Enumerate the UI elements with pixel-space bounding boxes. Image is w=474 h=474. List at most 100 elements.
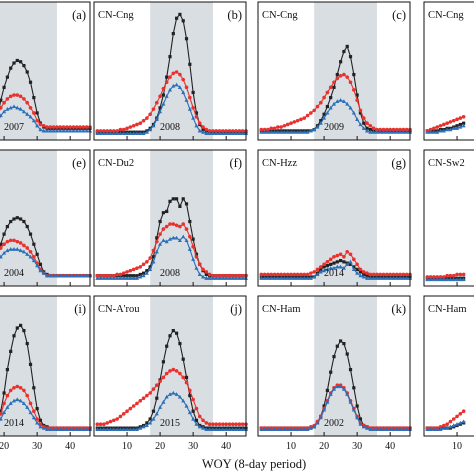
series-blue-point [315,272,320,277]
x-tick-label: 10 [122,441,132,452]
series-blue-point [265,129,270,134]
series-black-point [35,407,39,411]
series-blue-line [0,105,90,132]
series-red-point [18,241,23,245]
series-red-point [194,254,199,259]
series-blue-point [12,247,16,251]
series-red-point [442,423,446,428]
series-red-point [151,107,156,111]
series-red-point [378,272,383,277]
series-blue-line [97,84,246,134]
series-blue-point [68,128,73,133]
series-red-point [237,273,242,278]
series-blue-point [125,131,130,136]
series-black-point [322,404,326,408]
series-black-point [155,396,159,400]
series-blue-point [121,427,126,431]
series-red-point [302,272,307,277]
series-blue-point [74,128,79,133]
series-blue-point [2,410,7,415]
series-blue-point [445,277,450,282]
series-black-point [155,236,159,240]
series-blue-point [181,398,186,403]
series-red-point [145,116,149,120]
series-black-point [178,342,182,346]
series-blue-point [374,427,379,431]
series-red-point [289,272,293,277]
panel-7: CN-Hzz (g) 2014 [257,149,412,287]
series-red-point [118,414,123,419]
panel-4: CN-Cng [423,1,474,141]
series-blue-point [115,427,120,431]
series-blue-point [98,276,103,280]
series-blue-point [2,109,7,114]
series-blue-point [351,267,356,271]
series-blue-point [118,276,123,280]
series-black-point [161,211,165,215]
panel-frame [423,1,474,141]
series-black-point [25,70,29,74]
series-red-point [151,387,156,391]
series-red-point [58,125,63,129]
series-black-point [138,272,142,277]
growing-season-shade [150,296,213,436]
series-red-point [118,272,123,277]
series-red-point [455,414,459,419]
x-tick-label: 40 [385,441,395,452]
series-red-point [61,125,66,129]
series-black-point [332,85,336,89]
series-blue-point [18,398,23,403]
series-blue-point [441,128,446,133]
series-red-point [266,272,270,277]
series-blue-point [38,127,43,132]
series-blue-point [394,427,399,431]
series-blue-point [95,427,100,431]
series-red-point [141,262,146,267]
series-blue-point [227,427,232,431]
series-blue-point [131,427,136,431]
series-red-point [230,422,235,427]
growing-season-shade [150,2,213,140]
series-black-point [455,124,459,128]
series-blue-point [108,276,113,280]
series-red-point [201,418,205,423]
series-blue-point [371,276,376,280]
series-blue-point [230,427,235,431]
series-blue-point [269,276,274,280]
x-tick-label: 40 [65,441,75,452]
series-black-point [171,197,175,201]
growing-season-shade [314,296,377,436]
series-blue-point [404,427,409,431]
series-red-point [131,267,136,272]
series-blue-point [35,123,40,128]
series-blue-point [15,247,20,251]
series-blue-point [279,276,284,280]
panel-3: CN-Cng (c) 2009 [257,1,412,141]
series-blue-point [81,427,86,431]
series-red-point [0,106,3,110]
series-red-point [38,122,43,127]
series-blue-point [285,129,290,134]
series-blue-point [341,265,346,270]
series-black-point [181,197,185,201]
series-black-point [345,44,349,48]
site-label: CN-Ham [428,304,467,315]
panel-frame [0,295,91,437]
x-tick-label: 20 [0,441,9,452]
series-red-point [121,127,126,132]
series-blue-point [177,85,182,89]
series-blue-point [217,276,222,280]
series-black-point [161,360,165,364]
panel-letter: (c) [392,8,406,22]
series-black-point [28,232,33,236]
series-black-point [175,197,179,201]
series-blue-point [45,273,50,278]
series-blue-point [21,109,26,114]
series-red-point [391,272,396,277]
series-red-point [365,121,369,125]
series-red-point [269,126,274,131]
series-blue-point [151,416,156,421]
series-blue-point [64,273,69,278]
